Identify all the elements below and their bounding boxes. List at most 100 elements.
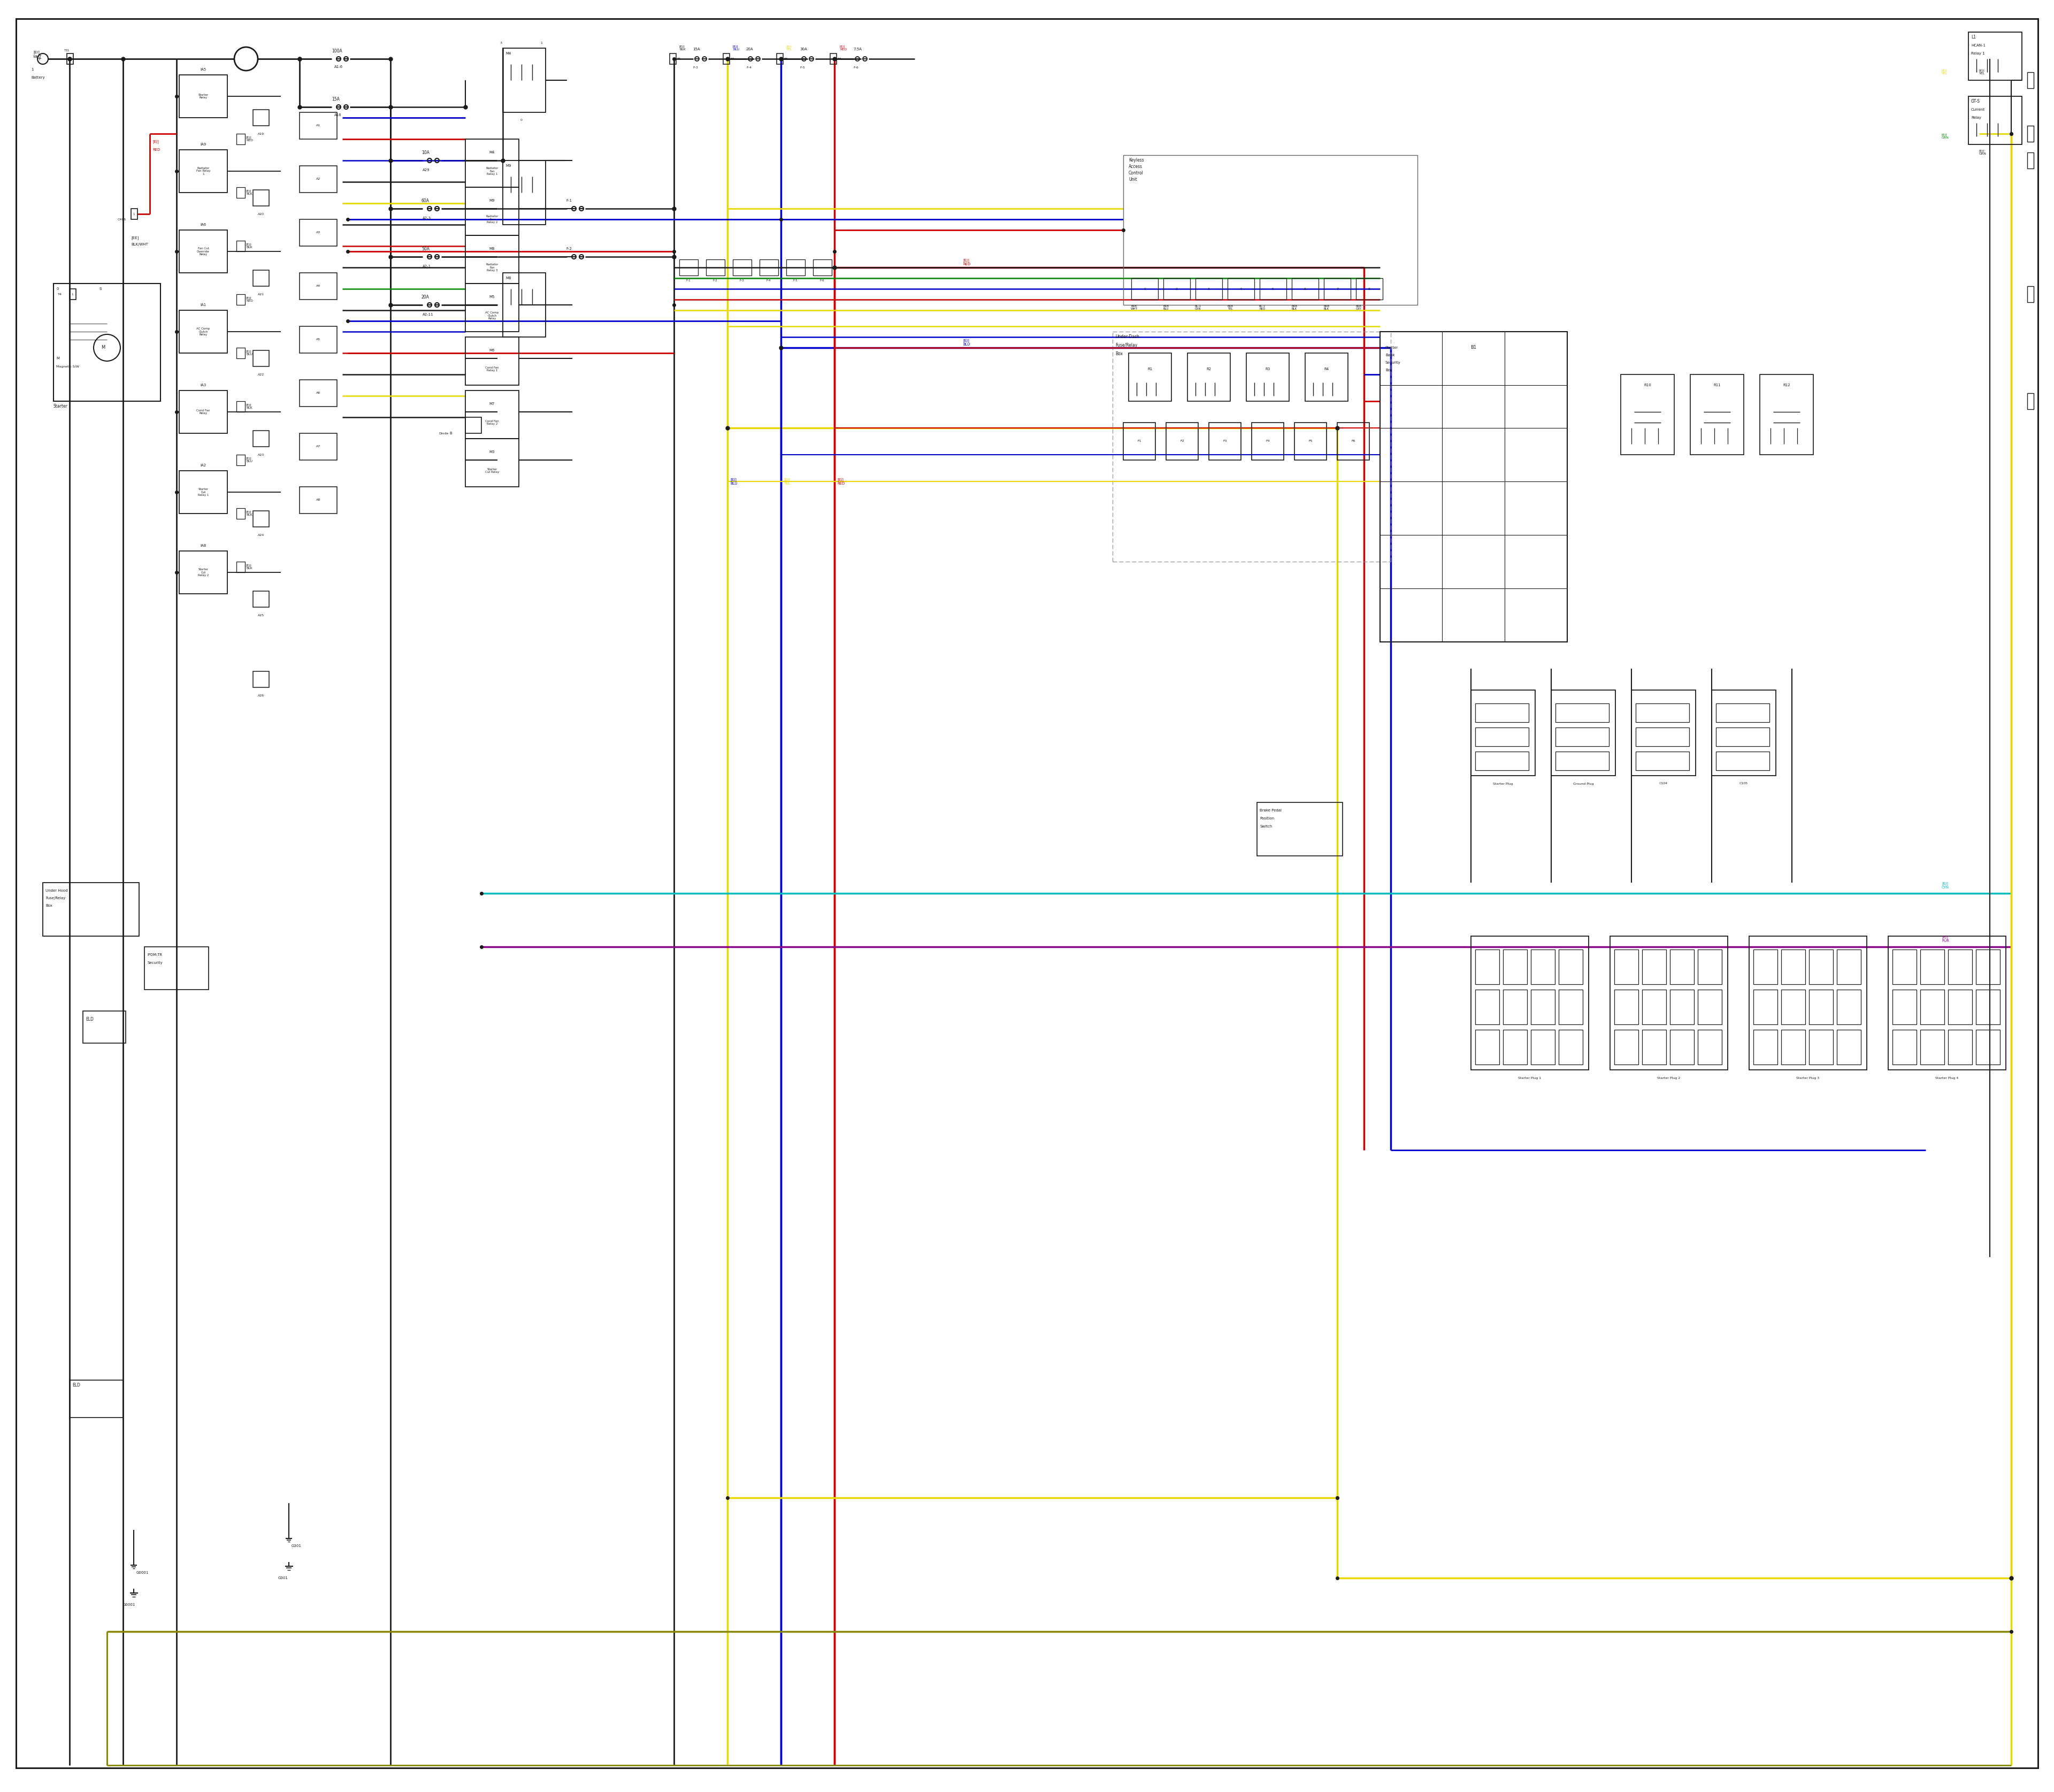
Bar xyxy=(253,672,269,688)
Text: ELD: ELD xyxy=(86,1016,94,1021)
Text: [EJ]
BLK: [EJ] BLK xyxy=(246,564,253,570)
Text: R12: R12 xyxy=(1783,383,1791,387)
Bar xyxy=(466,140,520,186)
Text: A19: A19 xyxy=(259,133,265,134)
Text: Starter: Starter xyxy=(53,405,68,409)
Bar xyxy=(82,1011,125,1043)
Text: AC Comp
Clutch
Relay: AC Comp Clutch Relay xyxy=(485,312,499,321)
Bar xyxy=(1920,1030,1945,1064)
Bar xyxy=(1892,950,1916,984)
Bar xyxy=(1711,690,1777,776)
Bar xyxy=(1920,950,1945,984)
Text: Access: Access xyxy=(1128,165,1142,168)
Text: Security: Security xyxy=(148,961,162,964)
Text: [EJ]
BLK: [EJ] BLK xyxy=(246,244,253,249)
Bar xyxy=(179,550,228,593)
Bar xyxy=(1976,950,2001,984)
Text: M3: M3 xyxy=(489,450,495,453)
Bar xyxy=(670,54,676,65)
Bar xyxy=(1167,423,1197,461)
Bar xyxy=(179,310,228,353)
Bar xyxy=(1475,989,1499,1025)
Bar xyxy=(466,337,520,385)
Text: A2: A2 xyxy=(316,177,320,181)
Bar xyxy=(1294,423,1327,461)
Text: T4: T4 xyxy=(58,292,62,296)
Bar xyxy=(1750,935,1867,1070)
Text: BL-1
RED: BL-1 RED xyxy=(1259,305,1265,310)
Text: A25: A25 xyxy=(259,615,265,616)
Text: 100A: 100A xyxy=(331,48,343,54)
Text: Current: Current xyxy=(1972,108,1984,111)
Text: M: M xyxy=(101,346,105,349)
Text: A7: A7 xyxy=(316,446,320,448)
Bar xyxy=(179,391,228,434)
Text: BRB
GRY: BRB GRY xyxy=(1356,305,1362,310)
Text: Brake Pedal: Brake Pedal xyxy=(1259,808,1282,812)
Bar xyxy=(1475,950,1499,984)
Bar xyxy=(1976,989,2001,1025)
Bar xyxy=(1754,950,1777,984)
Bar xyxy=(733,260,752,276)
Text: A1-6: A1-6 xyxy=(335,65,343,68)
Text: 1: 1 xyxy=(31,68,33,72)
Text: F4: F4 xyxy=(1265,441,1269,443)
Text: A29: A29 xyxy=(423,168,429,172)
Text: M7: M7 xyxy=(489,401,495,405)
Text: ELD: ELD xyxy=(72,1383,80,1387)
Bar xyxy=(1504,989,1526,1025)
Text: A16: A16 xyxy=(335,113,341,116)
Text: C104: C104 xyxy=(1660,783,1668,785)
Bar xyxy=(1163,278,1189,299)
Text: B1: B1 xyxy=(1471,346,1477,349)
Text: BRB
BLK: BRB BLK xyxy=(1292,305,1298,310)
Text: Fuse/Relay: Fuse/Relay xyxy=(1115,342,1138,348)
Bar xyxy=(1641,989,1666,1025)
Text: [EJ]
PUR: [EJ] PUR xyxy=(1941,935,1949,943)
Bar xyxy=(1754,1030,1777,1064)
Bar xyxy=(2027,72,2033,88)
Text: M4: M4 xyxy=(489,151,495,154)
Text: Radiator
Fan
Relay 3: Radiator Fan Relay 3 xyxy=(487,263,499,272)
Text: Starter Plug 3: Starter Plug 3 xyxy=(1797,1077,1820,1079)
Text: Fuse/Relay: Fuse/Relay xyxy=(45,896,66,900)
Bar xyxy=(1555,728,1608,745)
Text: 8: 8 xyxy=(1368,287,1370,290)
Bar xyxy=(1257,803,1343,857)
Bar xyxy=(1699,950,1721,984)
Text: [EJ]
RED: [EJ] RED xyxy=(840,45,846,50)
Bar xyxy=(253,109,269,125)
Text: A5: A5 xyxy=(316,339,320,340)
Text: T2: T2 xyxy=(731,57,735,61)
Bar xyxy=(1715,728,1768,745)
Bar xyxy=(179,229,228,272)
Text: Battery: Battery xyxy=(31,75,45,79)
Text: BRB
WHT: BRB WHT xyxy=(1130,305,1138,310)
Bar xyxy=(1810,989,1832,1025)
Text: G301: G301 xyxy=(277,1577,288,1579)
Bar xyxy=(144,946,210,989)
Text: [EJ]
BLU: [EJ] BLU xyxy=(963,339,969,346)
Bar xyxy=(1699,989,1721,1025)
Text: [EJ]
BLK: [EJ] BLK xyxy=(246,190,253,195)
Bar xyxy=(707,260,725,276)
Text: Under Hood: Under Hood xyxy=(45,889,68,892)
Bar xyxy=(236,348,244,358)
Text: F-1: F-1 xyxy=(686,280,690,281)
Text: 30A: 30A xyxy=(799,48,807,50)
Text: F-2: F-2 xyxy=(713,280,717,281)
Text: R3: R3 xyxy=(1265,367,1269,371)
Bar xyxy=(300,272,337,299)
Bar xyxy=(1892,989,1916,1025)
Text: [EJ]
BLK: [EJ] BLK xyxy=(680,45,686,50)
Text: T1: T1 xyxy=(64,50,68,52)
Bar xyxy=(236,509,244,520)
Bar xyxy=(236,294,244,305)
Bar xyxy=(1559,950,1584,984)
Text: T1: T1 xyxy=(678,57,682,61)
Text: Bank: Bank xyxy=(1384,353,1395,357)
Bar xyxy=(466,186,520,235)
Text: Keyless: Keyless xyxy=(1128,158,1144,163)
Text: [EJ]
RED: [EJ] RED xyxy=(246,297,253,303)
Text: M8: M8 xyxy=(505,276,511,280)
